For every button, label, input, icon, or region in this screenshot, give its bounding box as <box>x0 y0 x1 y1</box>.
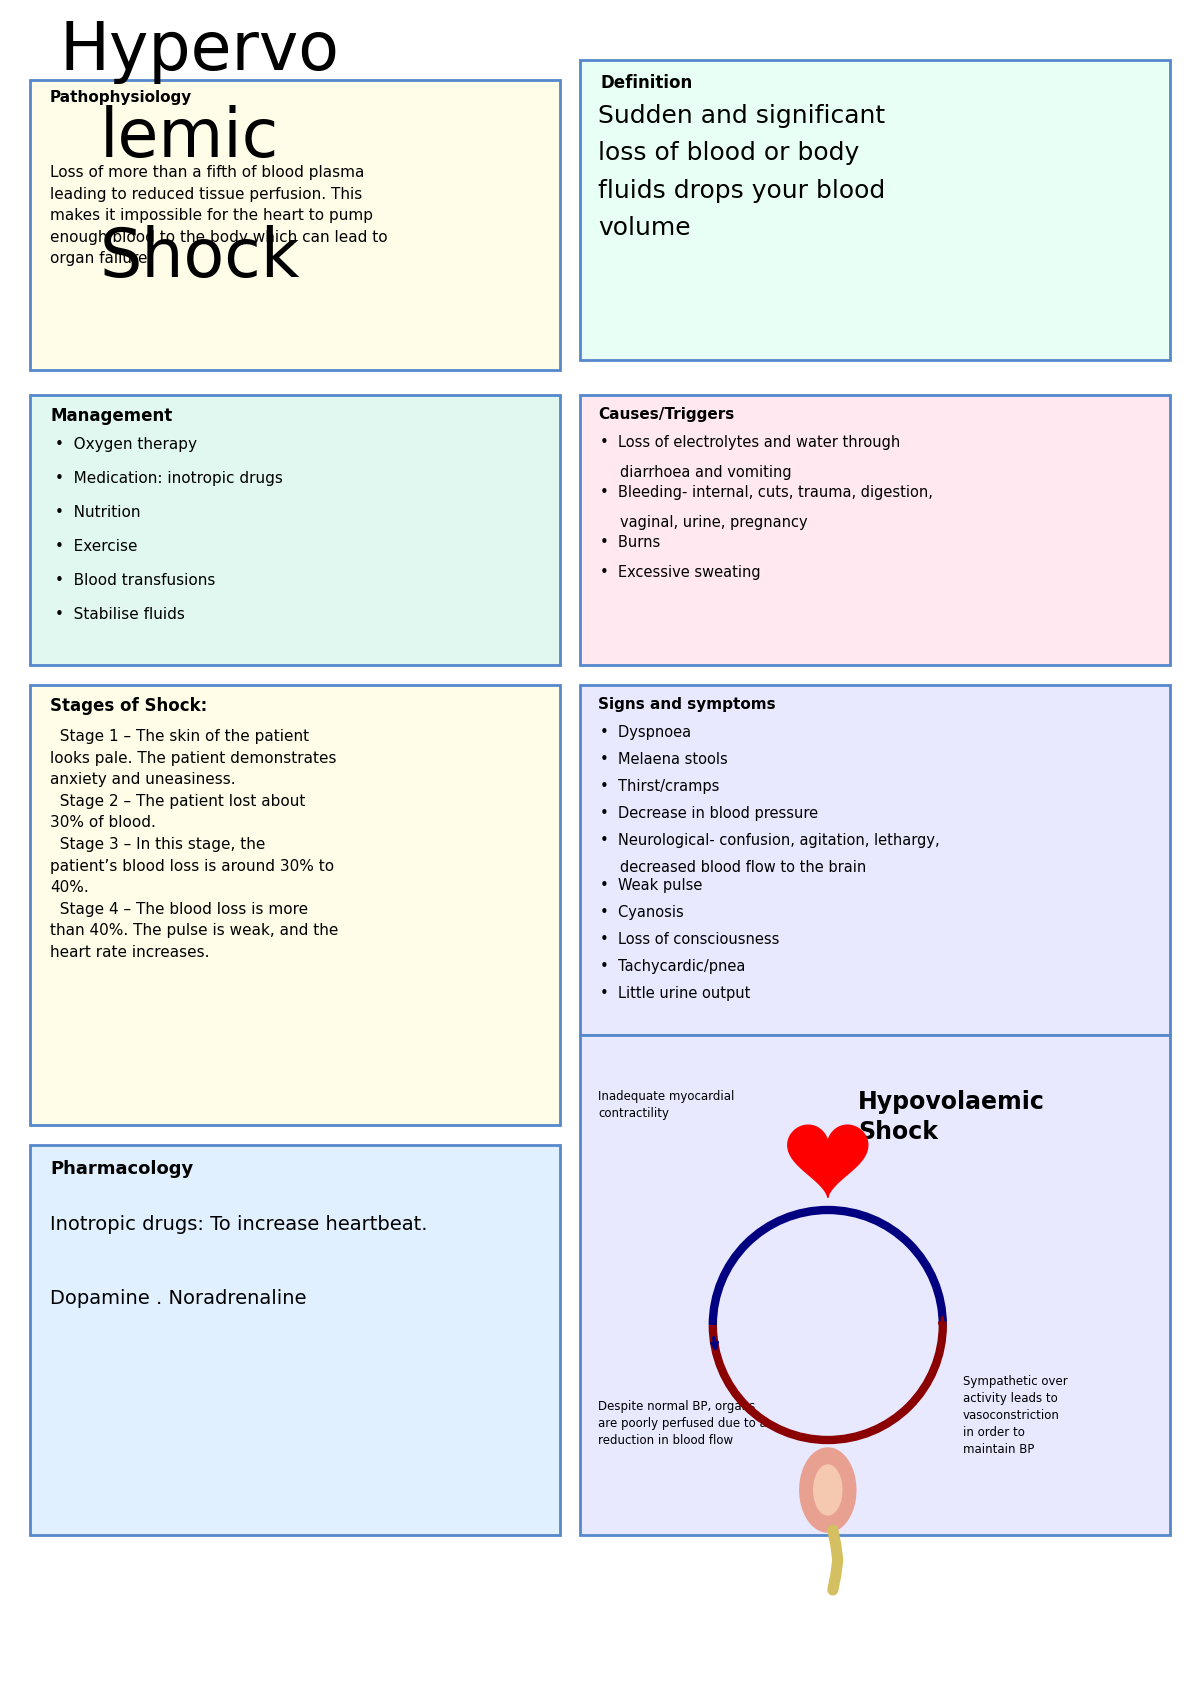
Text: Pathophysiology: Pathophysiology <box>50 90 192 105</box>
Text: diarrhoea and vomiting: diarrhoea and vomiting <box>620 465 792 481</box>
Text: •  Loss of consciousness: • Loss of consciousness <box>600 932 779 947</box>
Text: •  Decrease in blood pressure: • Decrease in blood pressure <box>600 807 818 822</box>
Text: •  Thirst/cramps: • Thirst/cramps <box>600 779 719 795</box>
Text: •  Blood transfusions: • Blood transfusions <box>55 572 215 588</box>
Bar <box>580 396 1170 666</box>
Text: Shock: Shock <box>100 226 300 290</box>
Text: lemic: lemic <box>100 105 280 171</box>
Text: Pharmacology: Pharmacology <box>50 1160 193 1178</box>
Text: •  Loss of electrolytes and water through: • Loss of electrolytes and water through <box>600 435 900 450</box>
Text: Signs and symptoms: Signs and symptoms <box>598 696 775 711</box>
Text: Sympathetic over
activity leads to
vasoconstriction
in order to
maintain BP: Sympathetic over activity leads to vasoc… <box>962 1375 1068 1455</box>
Text: •  Dyspnoea: • Dyspnoea <box>600 725 691 740</box>
Text: Causes/Triggers: Causes/Triggers <box>598 408 734 423</box>
Polygon shape <box>814 1465 842 1515</box>
Text: •  Tachycardic/pnea: • Tachycardic/pnea <box>600 959 745 975</box>
Bar <box>580 1036 1170 1535</box>
Text: vaginal, urine, pregnancy: vaginal, urine, pregnancy <box>620 514 808 530</box>
Text: Hypovolaemic
Shock: Hypovolaemic Shock <box>858 1090 1045 1144</box>
Text: Hypervo: Hypervo <box>60 19 340 83</box>
Text: •  Melaena stools: • Melaena stools <box>600 752 727 767</box>
Text: Management: Management <box>50 408 173 424</box>
Bar <box>30 396 560 666</box>
Text: Definition: Definition <box>600 75 692 92</box>
Polygon shape <box>800 1448 856 1532</box>
Text: •  Weak pulse: • Weak pulse <box>600 878 702 893</box>
Text: •  Excessive sweating: • Excessive sweating <box>600 565 761 581</box>
Text: Loss of more than a fifth of blood plasma
leading to reduced tissue perfusion. T: Loss of more than a fifth of blood plasm… <box>50 165 388 267</box>
Text: •  Bleeding- internal, cuts, trauma, digestion,: • Bleeding- internal, cuts, trauma, dige… <box>600 486 932 499</box>
Text: Despite normal BP, organs
are poorly perfused due to a
reduction in blood flow: Despite normal BP, organs are poorly per… <box>598 1399 767 1447</box>
Text: Inotropic drugs: To increase heartbeat.

Dopamine . Noradrenaline: Inotropic drugs: To increase heartbeat. … <box>50 1216 427 1307</box>
Text: •  Burns: • Burns <box>600 535 660 550</box>
Bar <box>580 684 1170 1036</box>
Bar <box>580 59 1170 360</box>
Text: Stage 1 – The skin of the patient
looks pale. The patient demonstrates
anxiety a: Stage 1 – The skin of the patient looks … <box>50 728 338 959</box>
Text: •  Oxygen therapy: • Oxygen therapy <box>55 436 197 452</box>
Text: •  Neurological- confusion, agitation, lethargy,: • Neurological- confusion, agitation, le… <box>600 834 940 847</box>
Bar <box>30 1144 560 1535</box>
Text: •  Medication: inotropic drugs: • Medication: inotropic drugs <box>55 470 283 486</box>
Text: Inadequate myocardial
contractility: Inadequate myocardial contractility <box>598 1090 734 1121</box>
Text: Sudden and significant
loss of blood or body
fluids drops your blood
volume: Sudden and significant loss of blood or … <box>598 104 886 239</box>
Bar <box>30 80 560 370</box>
Text: •  Little urine output: • Little urine output <box>600 987 750 1002</box>
Polygon shape <box>788 1126 868 1197</box>
Text: Stages of Shock:: Stages of Shock: <box>50 696 208 715</box>
Text: •  Stabilise fluids: • Stabilise fluids <box>55 606 185 621</box>
Text: •  Exercise: • Exercise <box>55 538 138 554</box>
Bar <box>30 684 560 1126</box>
Text: •  Nutrition: • Nutrition <box>55 504 140 520</box>
Text: •  Cyanosis: • Cyanosis <box>600 905 684 920</box>
Text: decreased blood flow to the brain: decreased blood flow to the brain <box>620 859 866 874</box>
